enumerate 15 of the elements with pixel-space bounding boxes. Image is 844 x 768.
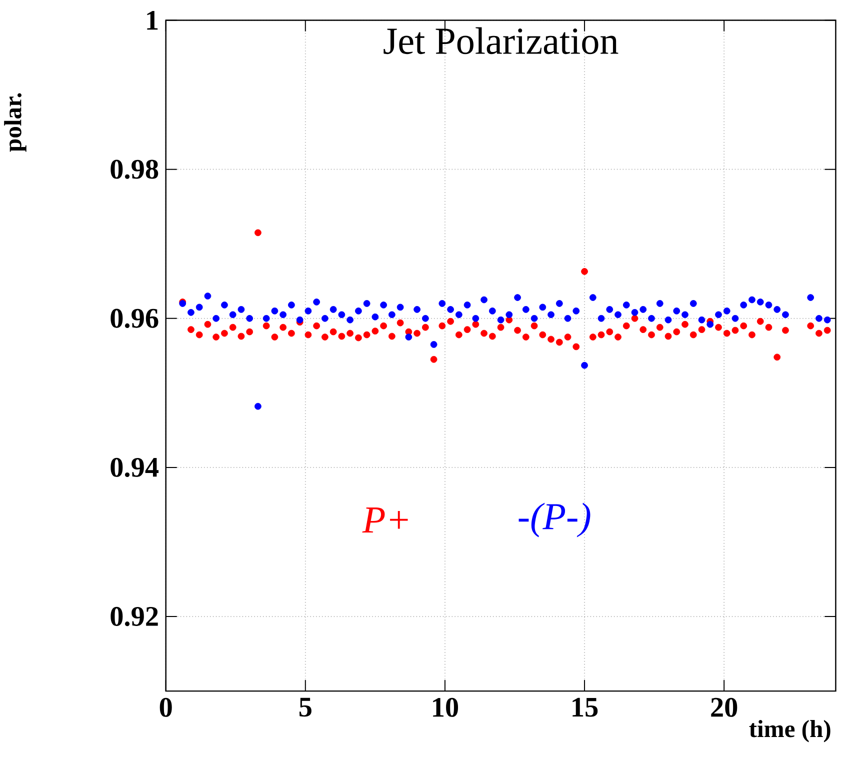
y-tick-label: 0.92	[110, 607, 158, 626]
chart-title: Jet Polarization	[384, 28, 618, 54]
x-tick-label: 10	[433, 698, 458, 718]
y-tick-label: 1	[147, 11, 158, 30]
y-axis-title: polar.	[4, 93, 26, 152]
x-axis-title: time (h)	[749, 720, 830, 742]
y-tick-label: 0.94	[110, 458, 159, 478]
x-tick-label: 20	[711, 698, 738, 718]
x-tick-label: 15	[572, 698, 598, 718]
x-tick-label: 0	[160, 698, 172, 718]
x-tick-label: 5	[299, 698, 312, 717]
text: P+	[362, 508, 408, 533]
y-tick-label: 0.96	[110, 309, 158, 328]
y-tick-label: 0.98	[110, 160, 158, 180]
text: -(P-)	[518, 502, 590, 538]
